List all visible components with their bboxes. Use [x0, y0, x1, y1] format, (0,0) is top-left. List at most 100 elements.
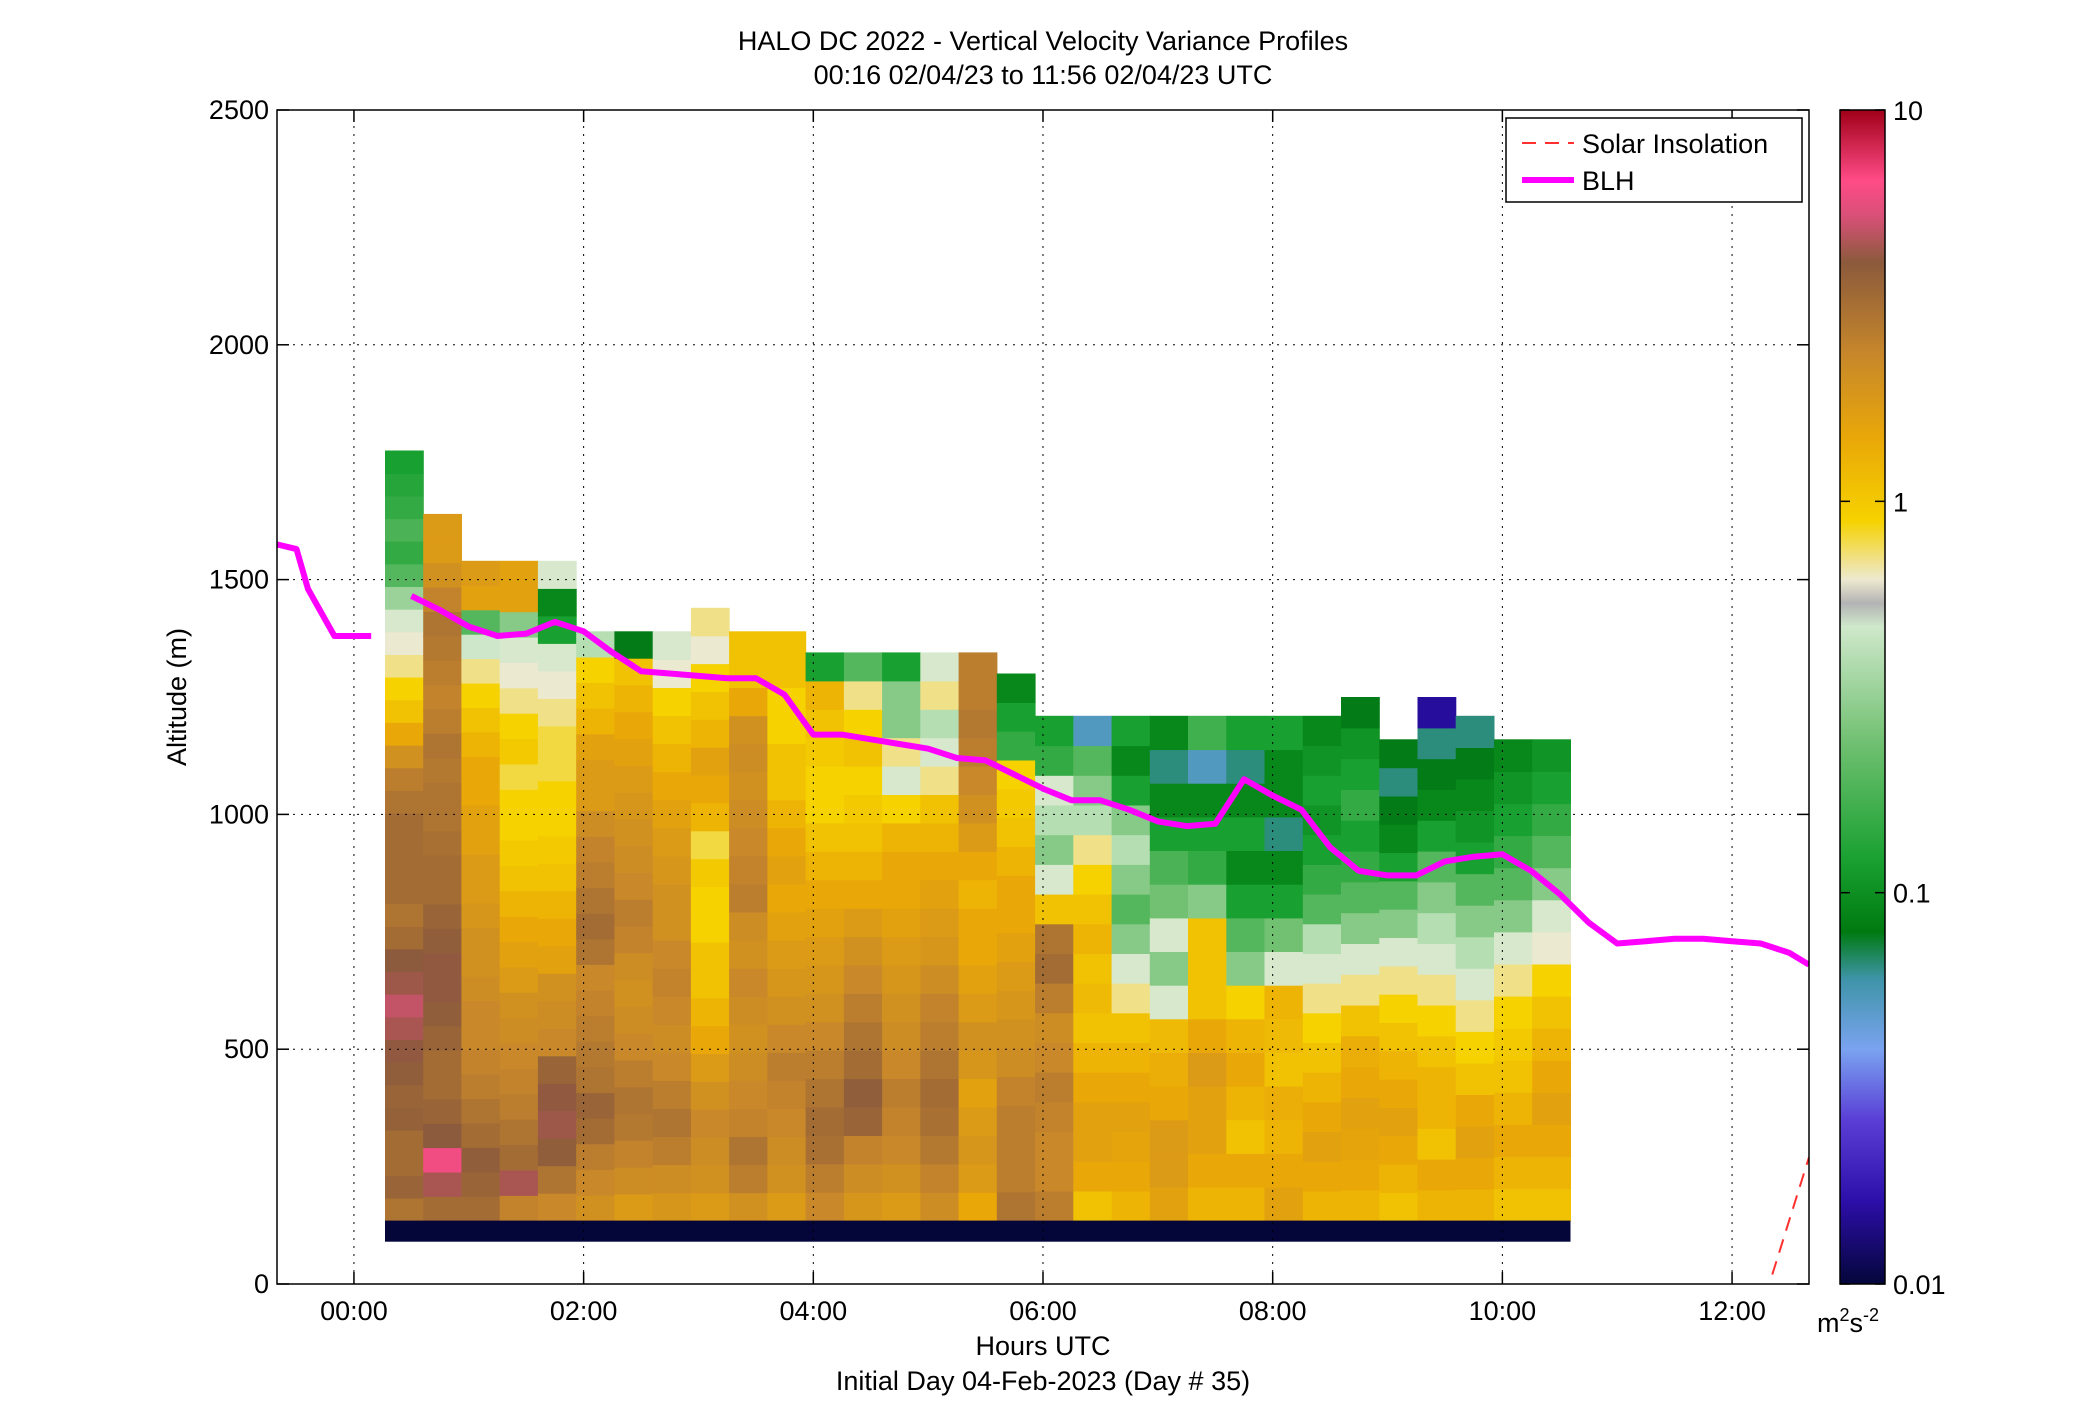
heatmap-cell	[1532, 1124, 1571, 1157]
heatmap-cell	[576, 1169, 615, 1196]
heatmap-cell	[423, 538, 462, 564]
heatmap-cell	[1188, 985, 1227, 1020]
heatmap-cell	[1494, 803, 1533, 837]
heatmap-cell	[423, 903, 462, 929]
heatmap-cell	[537, 1110, 577, 1139]
heatmap-cell	[1149, 749, 1189, 784]
heatmap-cell	[423, 562, 462, 588]
heatmap-cell	[1417, 789, 1457, 821]
heatmap-cell	[614, 765, 654, 793]
heatmap-cell	[843, 1135, 883, 1165]
heatmap-cell	[1302, 1012, 1342, 1043]
x-axis: 00:00 02:00 04:00 06:00 08:00 10:00 12:00	[320, 110, 1766, 1326]
heatmap-cell	[1532, 771, 1571, 805]
heatmap-cell	[1302, 953, 1342, 984]
heatmap-cell	[423, 976, 462, 1002]
heatmap-cell	[1264, 1052, 1304, 1087]
heatmap-cell	[1188, 1052, 1227, 1087]
heatmap-cell	[423, 635, 462, 661]
heatmap-cell	[1035, 894, 1074, 925]
heatmap-cell	[1188, 1086, 1227, 1121]
heatmap-cell	[1111, 745, 1151, 776]
heatmap-cell	[1341, 697, 1380, 729]
legend-label-blh: BLH	[1582, 166, 1635, 196]
heatmap-cell	[1341, 1189, 1380, 1222]
heatmap-cell	[1341, 881, 1380, 914]
heatmap-cell	[729, 1164, 768, 1194]
heatmap-cell	[652, 883, 692, 913]
heatmap-cell	[843, 1163, 883, 1193]
heatmap-cell	[690, 1053, 730, 1082]
heatmap-cell	[843, 652, 883, 682]
heatmap-cell	[1035, 864, 1074, 895]
heatmap-cell	[1455, 778, 1495, 812]
heatmap-cell	[576, 1143, 615, 1170]
heatmap-cell	[843, 879, 883, 909]
heatmap-cell	[385, 518, 424, 542]
legend: Solar Insolation BLH	[1505, 117, 1803, 203]
heatmap-cell	[767, 1080, 807, 1109]
heatmap-cell	[1417, 820, 1457, 852]
heatmap-cell	[423, 1171, 462, 1197]
heatmap-cell	[805, 1021, 845, 1051]
heatmap-cell	[461, 731, 501, 757]
y-tick-label: 2500	[209, 95, 269, 125]
heatmap-cell	[652, 855, 692, 885]
heatmap-cell	[499, 916, 539, 943]
heatmap-cell	[385, 609, 424, 633]
heatmap-noise-band	[385, 1220, 1571, 1242]
heatmap-cell	[499, 586, 539, 613]
heatmap-cell	[1341, 758, 1380, 790]
heatmap-cell	[729, 1192, 768, 1222]
heatmap-cell	[690, 719, 730, 748]
heatmap-cell	[729, 1080, 768, 1109]
heatmap-cell	[1073, 1190, 1113, 1222]
heatmap-cell	[1073, 953, 1113, 984]
heatmap-cell	[690, 747, 730, 776]
heatmap-cell	[1302, 1101, 1342, 1133]
heatmap-cell	[499, 662, 539, 689]
heatmap-cell	[499, 1043, 539, 1069]
heatmap-cell	[882, 1050, 921, 1080]
heatmap-cell	[461, 829, 501, 855]
heatmap-cell	[1417, 1189, 1457, 1222]
heatmap-cell	[576, 964, 615, 991]
heatmap-cell	[614, 1140, 654, 1168]
heatmap-cell	[1379, 824, 1419, 854]
heatmap-cell	[958, 879, 998, 909]
heatmap-cell	[1379, 795, 1419, 825]
heatmap-cell	[767, 659, 807, 688]
heatmap-cell	[499, 840, 539, 866]
heatmap-cell	[729, 771, 768, 801]
heatmap-cell	[385, 1198, 424, 1222]
heatmap-cell	[996, 990, 1036, 1020]
heatmap-cell	[1494, 996, 1533, 1029]
heatmap-cell	[1073, 715, 1113, 747]
heatmap-cell	[537, 560, 577, 589]
heatmap-cell	[767, 1136, 807, 1166]
heatmap-cell	[1264, 985, 1304, 1020]
heatmap-cell	[614, 792, 654, 820]
heatmap-cell	[958, 1135, 998, 1165]
heatmap-cell	[423, 1123, 462, 1149]
heatmap-cell	[1532, 1028, 1571, 1061]
heatmap-cell	[537, 945, 577, 974]
heatmap-cell	[1111, 1012, 1151, 1043]
heatmap-cell	[1264, 850, 1304, 885]
heatmap-cell	[958, 1050, 998, 1080]
heatmap-cell	[1302, 745, 1342, 776]
heatmap-cell	[423, 1050, 462, 1075]
heatmap-cell	[537, 725, 577, 754]
heatmap-cell	[1417, 758, 1457, 790]
heatmap-cell	[690, 858, 730, 887]
colorbar-unit-sup2: -2	[1863, 1305, 1879, 1325]
heatmap-cell	[690, 635, 730, 665]
heatmap-cell	[767, 940, 807, 969]
heatmap-cell	[767, 911, 807, 941]
y-tick-label: 0	[254, 1269, 269, 1299]
heatmap-cell	[385, 971, 424, 995]
heatmap-cell	[576, 913, 615, 940]
heatmap-cell	[996, 932, 1036, 963]
colorbar-gradient	[1840, 110, 1885, 1284]
heatmap-cell	[1188, 749, 1227, 784]
